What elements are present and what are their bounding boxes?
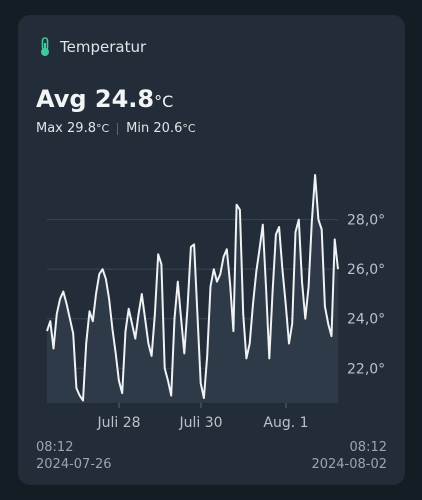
max-unit: °C bbox=[95, 122, 110, 135]
avg-unit: °C bbox=[154, 92, 174, 111]
avg-label: Avg bbox=[36, 85, 87, 113]
temperature-chart[interactable]: 22,0° 24,0° 26,0° 28,0° Juli 28 Juli 30 Aug. … bbox=[18, 165, 405, 445]
min-max-divider bbox=[117, 122, 119, 135]
thermometer-icon bbox=[41, 37, 49, 56]
range-end: 08:12 2024-08-02 bbox=[311, 439, 387, 473]
range-end-date: 2024-08-02 bbox=[311, 457, 387, 472]
max-label: Max bbox=[36, 121, 63, 136]
min-label: Min bbox=[126, 121, 150, 136]
card-title: Temperatur bbox=[60, 38, 147, 56]
range-start-time: 08:12 bbox=[36, 440, 74, 455]
average-readout: Avg 24.8°C bbox=[36, 85, 173, 113]
y-tick-label: 28,0° bbox=[347, 213, 385, 229]
min-max-readout: Max 29.8 °C Min 20.6 °C bbox=[36, 121, 196, 136]
max-value: 29.8 bbox=[67, 121, 96, 136]
range-start: 08:12 2024-07-26 bbox=[36, 439, 112, 473]
x-tick-label: Aug. 1 bbox=[263, 415, 308, 431]
range-start-date: 2024-07-26 bbox=[36, 457, 112, 472]
series-line bbox=[46, 174, 339, 402]
range-end-time: 08:12 bbox=[349, 440, 387, 455]
series-area bbox=[47, 175, 338, 403]
x-tick-label: Juli 28 bbox=[96, 415, 140, 431]
temperature-card[interactable]: Temperatur Avg 24.8°C Max 29.8 °C Min 20.… bbox=[18, 15, 405, 485]
y-tick-label: 22,0° bbox=[347, 361, 385, 377]
card-header: Temperatur bbox=[38, 37, 146, 57]
min-value: 20.6 bbox=[153, 121, 183, 136]
y-tick-label: 26,0° bbox=[347, 262, 385, 278]
avg-value: 24.8 bbox=[94, 85, 155, 113]
x-tick-label: Juli 30 bbox=[178, 415, 222, 431]
min-unit: °C bbox=[182, 122, 196, 135]
y-tick-label: 24,0° bbox=[347, 312, 385, 328]
